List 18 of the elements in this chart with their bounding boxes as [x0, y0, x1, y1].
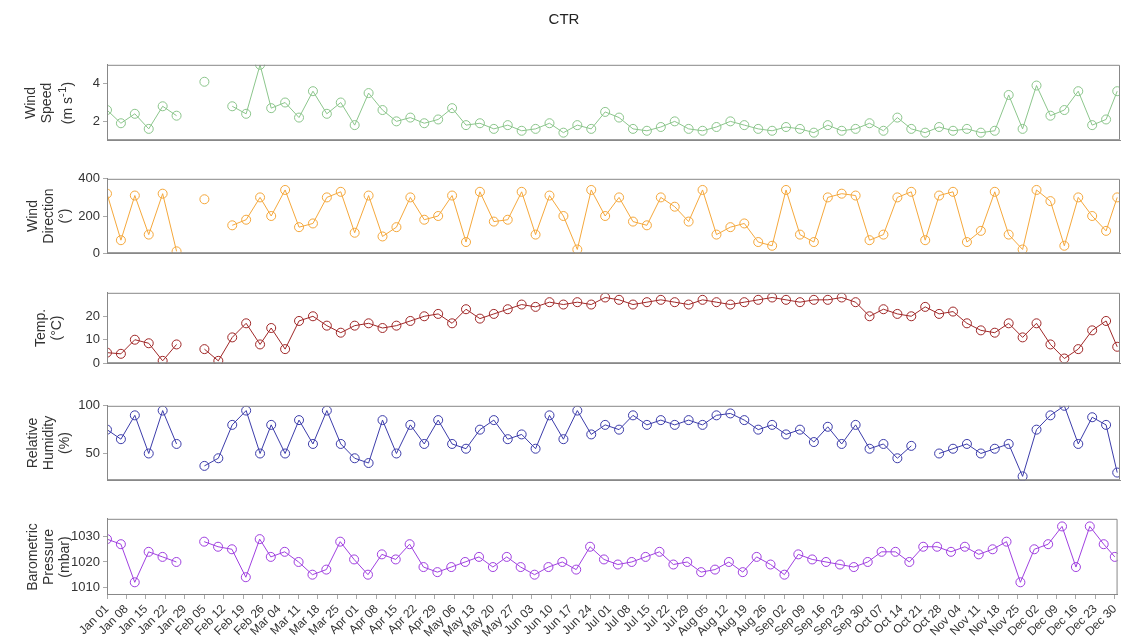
- y-tick-label: 50: [85, 445, 100, 461]
- chart-title: CTR: [547, 10, 581, 27]
- y-axis-title: Wind Direction (°): [24, 188, 72, 244]
- y-tick-label: 1020: [71, 553, 100, 569]
- y-tick-label: 1010: [71, 578, 100, 594]
- y-axis-title: Barometric Pressure (mbar): [24, 522, 72, 591]
- y-axis-title: Relative Humidity (%): [24, 415, 72, 471]
- y-tick-label: 400: [78, 170, 100, 186]
- y-tick-label: 200: [78, 207, 100, 223]
- y-axis-title: Temp. (°C): [32, 308, 64, 348]
- y-tick-label: 4: [92, 75, 100, 91]
- y-tick-label: 20: [85, 307, 100, 323]
- y-tick-label: 0: [92, 354, 100, 370]
- y-tick-label: 0: [92, 244, 100, 260]
- y-tick-label: 1030: [71, 528, 100, 544]
- y-tick-label: 2: [92, 112, 100, 128]
- y-tick-label: 100: [78, 397, 100, 413]
- y-tick-label: 10: [85, 331, 100, 347]
